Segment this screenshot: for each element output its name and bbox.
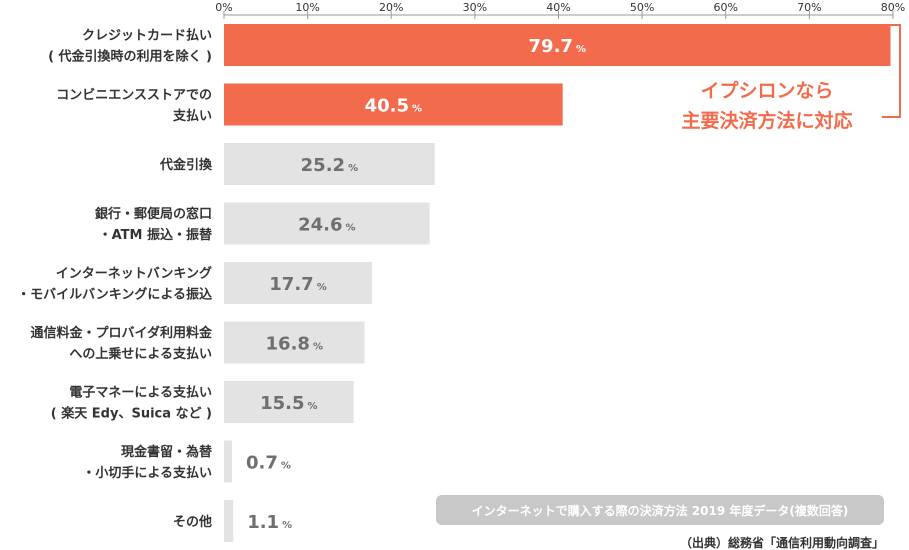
value-label-3: 24.6% [298,215,355,236]
value-number-8: 1.1 [247,512,279,533]
category-label-6-line-0: 電子マネーによる支払い [69,385,212,401]
value-label-8: 1.1% [247,512,292,533]
bar-4 [224,262,373,304]
x-tick-label-70: 70% [797,1,821,14]
category-label-0-line-0: クレジットカード払い [82,28,212,44]
bar-6 [224,381,354,423]
value-unit-0: % [576,44,586,55]
value-unit-4: % [317,282,327,293]
source-text: （出典）総務省「通信利用動向調査」 [680,535,884,550]
category-label-5-line-1: への上乗せによる支払い [69,346,212,362]
x-tick-label-0: 0% [215,1,232,14]
category-label-2-line-0: 代金引換 [159,157,213,173]
category-label-6-line-1: ( 楽天 Edy、Suica など ) [51,406,212,422]
value-number-0: 79.7 [529,36,573,57]
value-unit-6: % [308,401,318,412]
bar-1 [224,83,563,126]
x-tick-label-60: 60% [714,1,738,14]
category-label-1-line-1: 支払い [172,108,212,124]
note-badge [436,495,884,525]
value-number-4: 17.7 [269,274,313,295]
value-label-1: 40.5% [365,96,422,117]
note-text: インターネットで購入する際の決済方法 2019 年度データ(複数回答) [472,503,849,518]
category-label-0-line-1: ( 代金引換時の利用を除く ) [48,49,212,65]
category-label-3-line-1: ・ATM 振込・振替 [99,227,213,243]
x-tick-label-20: 20% [379,1,403,14]
value-unit-5: % [313,342,323,353]
category-label-4-line-0: インターネットバンキング [56,266,212,282]
value-number-7: 0.7 [246,453,278,474]
value-label-4: 17.7% [269,274,326,295]
bar-0 [224,24,891,66]
value-number-6: 15.5 [260,393,304,414]
value-label-6: 15.5% [260,393,317,414]
value-unit-1: % [412,104,422,115]
x-tick-label-40: 40% [546,1,570,14]
callout-bracket [878,24,901,118]
value-number-1: 40.5 [365,96,409,117]
value-label-0: 79.7% [529,36,586,57]
category-label-7-line-1: ・小切手による支払い [82,465,212,481]
x-tick-label-10: 10% [295,1,319,14]
bar-5 [224,321,365,364]
value-unit-8: % [282,520,292,531]
value-number-2: 25.2 [301,155,345,176]
value-unit-2: % [348,163,358,174]
category-label-3-line-0: 銀行・郵便局の窓口 [95,206,212,222]
value-labels: 79.7 %40.5 %25.2 %24.6 %17.7 %16.8 %15.5 %0.7 %1… [246,36,586,533]
category-labels: クレジットカード払い ( 代金引換時の利用を除く ) コンビニエンスストアでの支払い… [17,28,213,531]
x-tick-label-50: 50% [630,1,654,14]
category-label-4-line-1: ・モバイルバンキングによる振込 [17,287,213,303]
bar-8 [224,500,234,542]
category-label-8-line-0: その他 [173,514,212,530]
value-number-3: 24.6 [298,215,342,236]
x-tick-label-30: 30% [463,1,487,14]
bars-group [224,24,891,542]
value-label-7: 0.7% [246,453,291,474]
value-label-5: 16.8% [266,334,323,355]
callout-line-0: イプシロンなら [700,79,833,102]
category-label-1-line-0: コンビニエンスストアでの [56,87,212,103]
callout-line-1: 主要決済方法に対応 [681,109,852,132]
value-unit-7: % [281,461,291,472]
category-label-5-line-0: 通信料金・プロバイダ利用料金 [31,325,213,341]
x-axis-ticks: 0% 10% 20% 30% 40% 50% 60% 70% 80% [215,1,905,19]
bar-3 [224,202,430,245]
value-unit-3: % [346,223,356,234]
bar-7 [224,440,232,483]
value-label-2: 25.2% [301,155,358,176]
value-number-5: 16.8 [266,334,310,355]
x-tick-label-80: 80% [881,1,905,14]
category-label-7-line-0: 現金書留・為替 [121,444,213,460]
bar-2 [224,143,435,185]
